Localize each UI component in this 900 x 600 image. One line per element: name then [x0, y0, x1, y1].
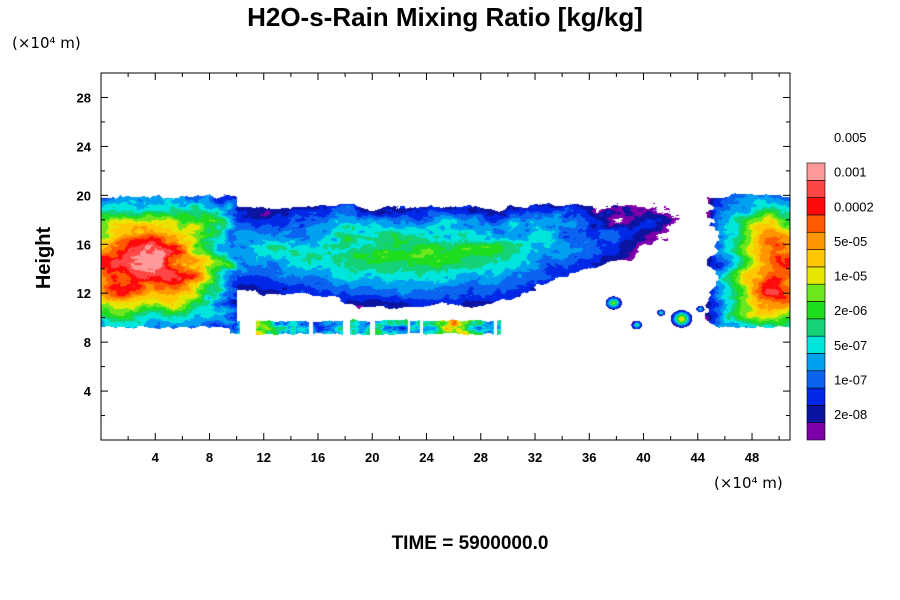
colorbar-label: 2e-08	[834, 407, 867, 422]
plot-frame	[100, 72, 791, 441]
colorbar-box	[806, 249, 826, 268]
colorbar-box	[806, 162, 826, 181]
colorbar-label: 5e-07	[834, 338, 867, 353]
y-tick-label: 12	[77, 286, 91, 301]
colorbar-label: 5e-05	[834, 234, 867, 249]
colorbar-box	[806, 370, 826, 389]
x-tick-label: 12	[257, 450, 271, 465]
colorbar-box	[806, 405, 826, 423]
rain-mixing-ratio-field	[101, 73, 790, 440]
x-tick-label: 4	[152, 450, 160, 465]
x-tick-label: 48	[745, 450, 759, 465]
x-axis-unit: (×10⁴ m)	[714, 474, 783, 492]
x-tick-label: 20	[365, 450, 379, 465]
x-tick-label: 36	[582, 450, 596, 465]
colorbar-label: 2e-06	[834, 303, 867, 318]
chart-title: H2O-s-Rain Mixing Ratio [kg/kg]	[247, 2, 643, 32]
y-tick-label: 4	[84, 384, 92, 399]
y-tick-label: 20	[77, 188, 91, 203]
colorbar-box	[806, 318, 826, 337]
x-tick-label: 28	[474, 450, 488, 465]
x-tick-label: 44	[691, 450, 706, 465]
colorbar: 2e-08 1e-07 5e-07 2e-06 1e-05 5e-05 0.0002 0.00…	[806, 130, 874, 441]
x-tick-label: 32	[528, 450, 542, 465]
y-tick-label: 8	[84, 335, 91, 350]
colorbar-label: 1e-07	[834, 372, 867, 387]
colorbar-box	[806, 231, 826, 250]
colorbar-box	[806, 301, 826, 320]
colorbar-box	[806, 266, 826, 285]
x-tick-label: 16	[311, 450, 325, 465]
colorbar-box	[806, 180, 826, 198]
y-axis-unit: (×10⁴ m)	[12, 34, 81, 52]
colorbar-label: 0.005	[834, 130, 867, 145]
y-tick-label: 28	[77, 90, 91, 105]
colorbar-box	[806, 387, 826, 406]
field-raster	[101, 73, 790, 440]
colorbar-label: 0.001	[834, 165, 867, 180]
y-axis-label: Height	[33, 227, 55, 290]
colorbar-box	[806, 422, 826, 441]
time-label: TIME = 5900000.0	[392, 533, 549, 554]
colorbar-label: 0.0002	[834, 199, 874, 214]
colorbar-label: 1e-05	[834, 269, 867, 284]
x-tick-label: 8	[206, 450, 213, 465]
colorbar-box	[806, 197, 826, 216]
colorbar-box	[806, 335, 826, 354]
x-tick-label: 24	[419, 450, 434, 465]
y-tick-label: 24	[77, 139, 92, 154]
y-tick-label: 16	[77, 237, 91, 252]
colorbar-box	[806, 353, 826, 372]
colorbar-box	[806, 214, 826, 233]
x-tick-label: 40	[636, 450, 650, 465]
colorbar-box	[806, 283, 826, 302]
